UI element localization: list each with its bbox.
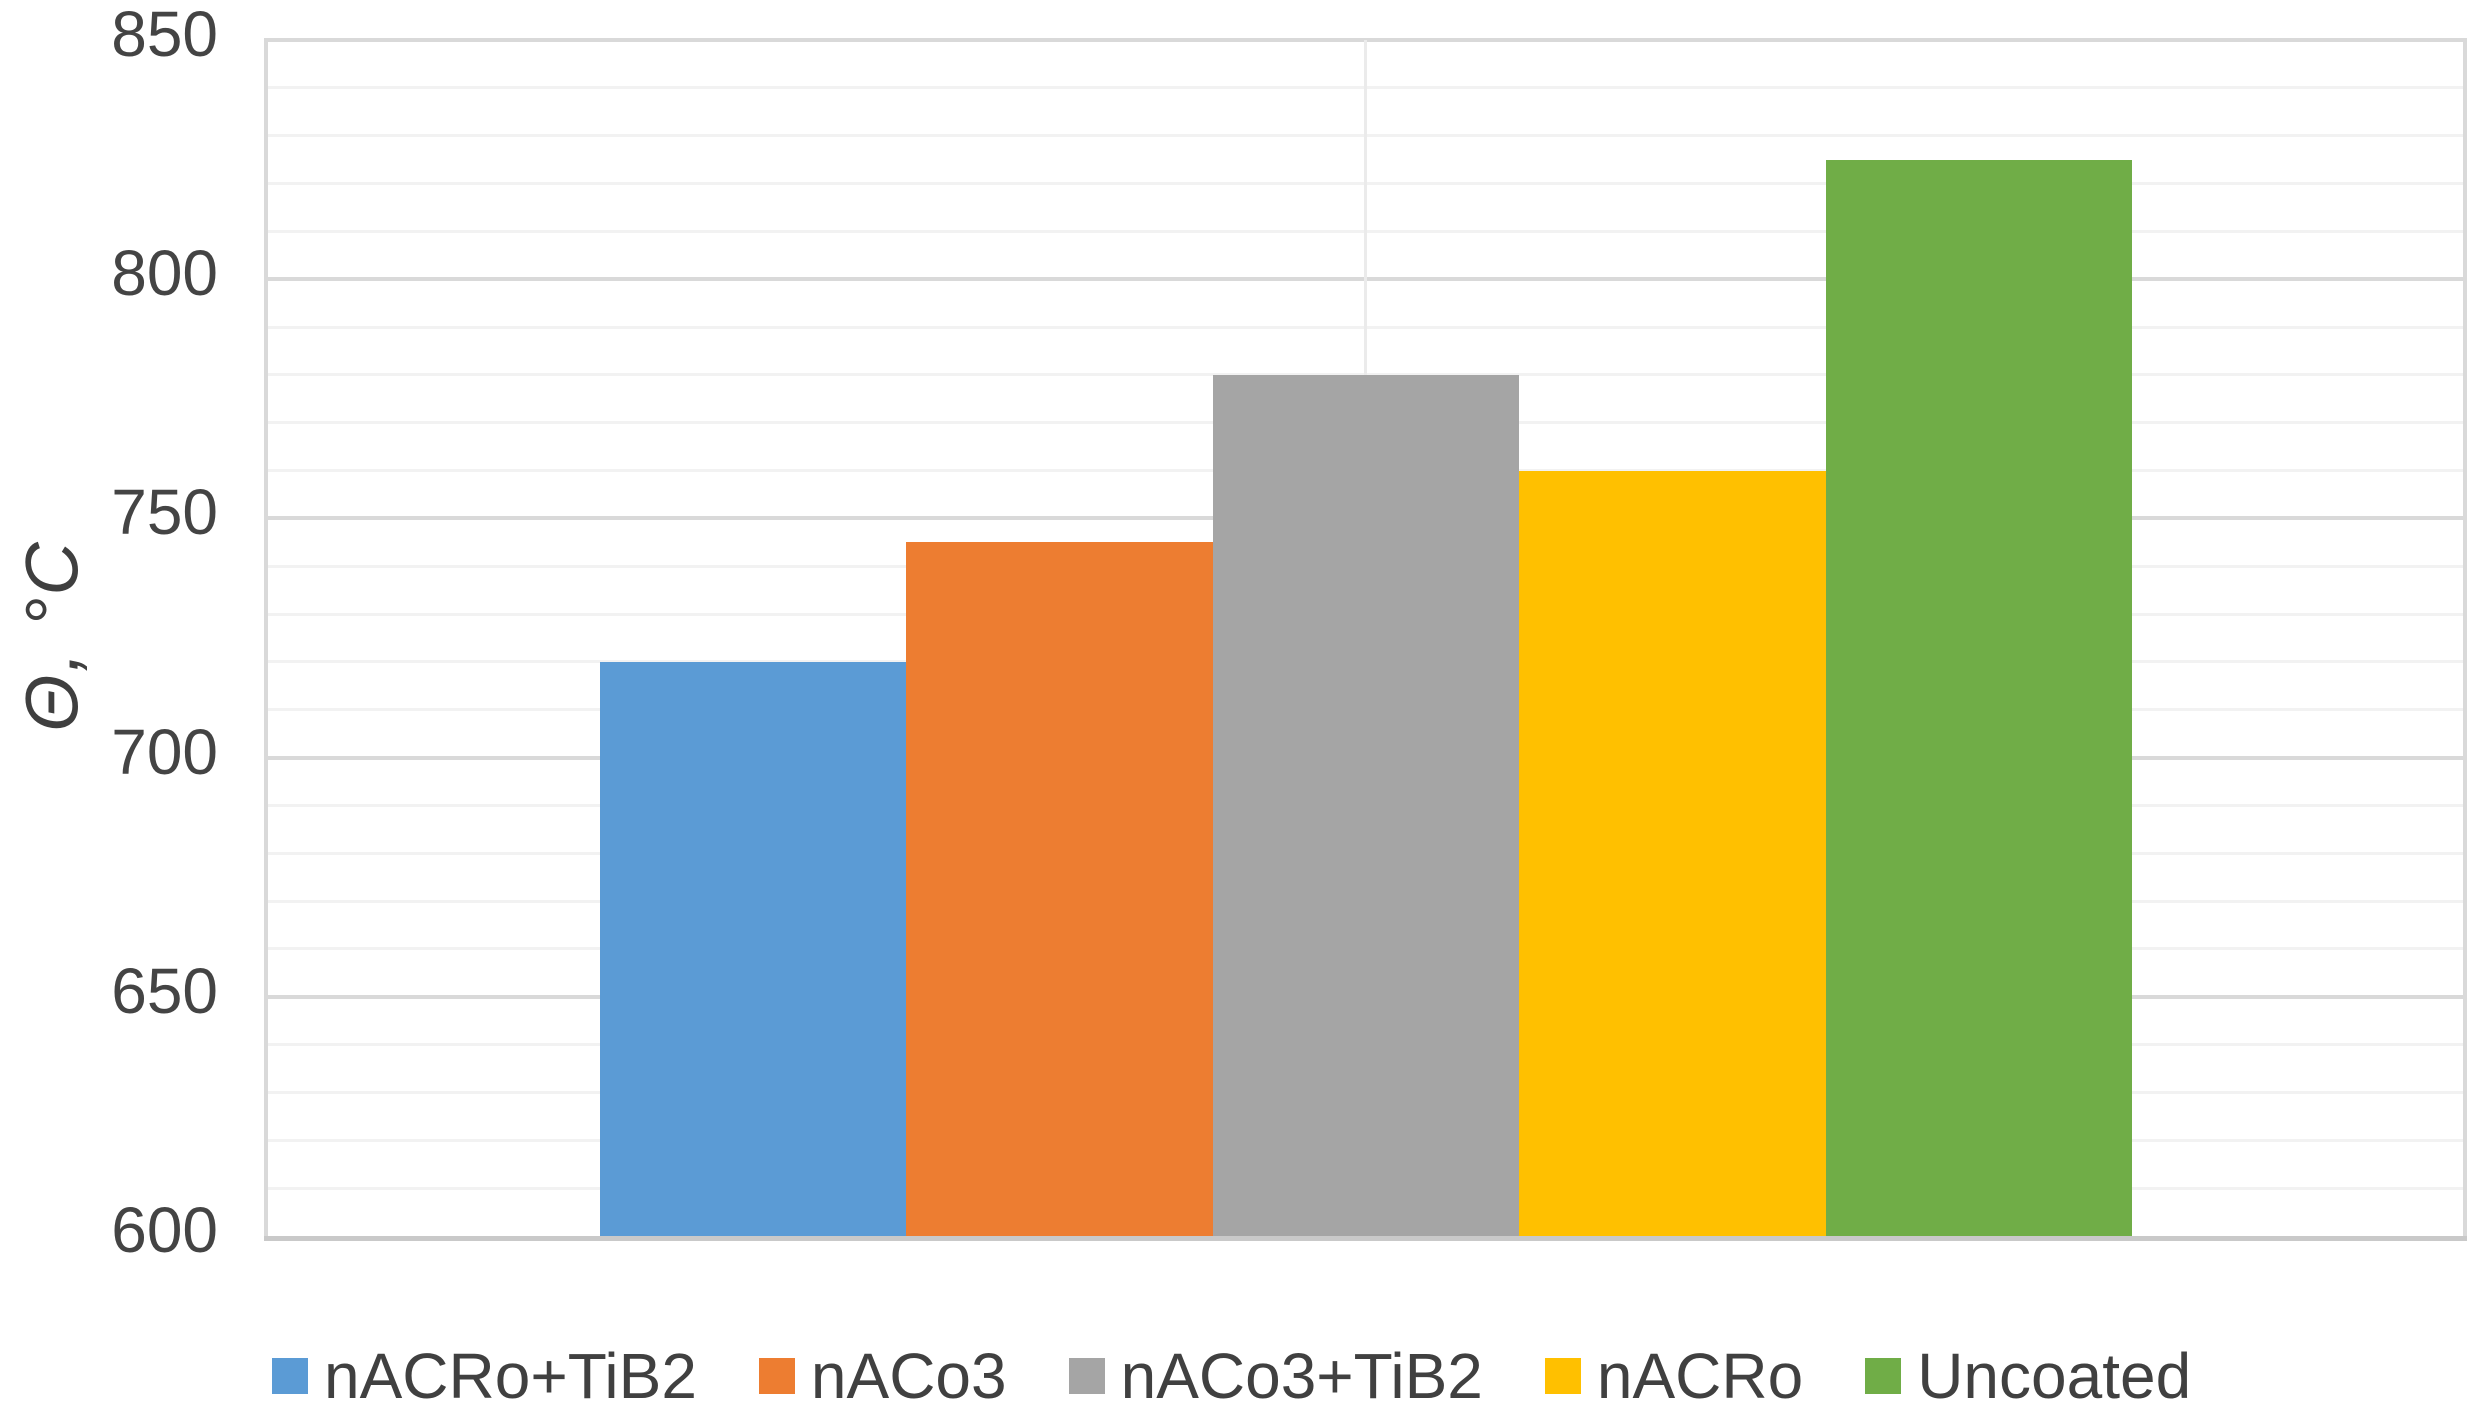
plot-area: [264, 38, 2467, 1241]
plot-right-border: [2463, 40, 2467, 1236]
y-tick-label-600: 600: [111, 1194, 218, 1266]
legend-swatch-icon: [1865, 1358, 1902, 1394]
legend-swatch-icon: [272, 1358, 308, 1394]
y-tick-label-650: 650: [111, 954, 218, 1027]
y-tick-label-800: 800: [111, 237, 218, 310]
legend-label: nACo3+TiB2: [1120, 1340, 1483, 1411]
bar-Uncoated: [1825, 159, 2132, 1236]
bar-nACRo+TiB2: [600, 661, 907, 1236]
legend-swatch-icon: [758, 1358, 795, 1394]
y-tick-label-750: 750: [111, 476, 218, 549]
legend-item-nACo3: nACo3: [758, 1338, 1007, 1411]
x-axis-line: [264, 1236, 2467, 1241]
legend-item-nACo3+TiB2: nACo3+TiB2: [1068, 1338, 1483, 1411]
y-tick-label-850: 850: [111, 0, 218, 70]
y-axis-title: Θ, °C: [10, 540, 94, 732]
legend-item-Uncoated: Uncoated: [1865, 1338, 2191, 1411]
legend: nACRo+TiB2 nACo3 nACo3+TiB2 nACRo Uncoated: [272, 1338, 2191, 1411]
y-tick-label-700: 700: [111, 715, 218, 788]
y-axis-line: [264, 40, 268, 1236]
legend-item-nACRo: nACRo: [1544, 1338, 1804, 1411]
legend-label: nACo3: [810, 1340, 1007, 1411]
legend-swatch-icon: [1544, 1358, 1581, 1394]
bar-nACo3+TiB2: [1212, 374, 1520, 1236]
legend-label: Uncoated: [1917, 1340, 2192, 1411]
bar-nACRo: [1519, 470, 1826, 1236]
legend-swatch-icon: [1068, 1358, 1105, 1394]
bar-nACo3: [906, 542, 1213, 1236]
legend-label: nACRo+TiB2: [324, 1340, 697, 1411]
legend-label: nACRo: [1596, 1340, 1804, 1411]
legend-item-nACRo+TiB2: nACRo+TiB2: [272, 1338, 697, 1411]
